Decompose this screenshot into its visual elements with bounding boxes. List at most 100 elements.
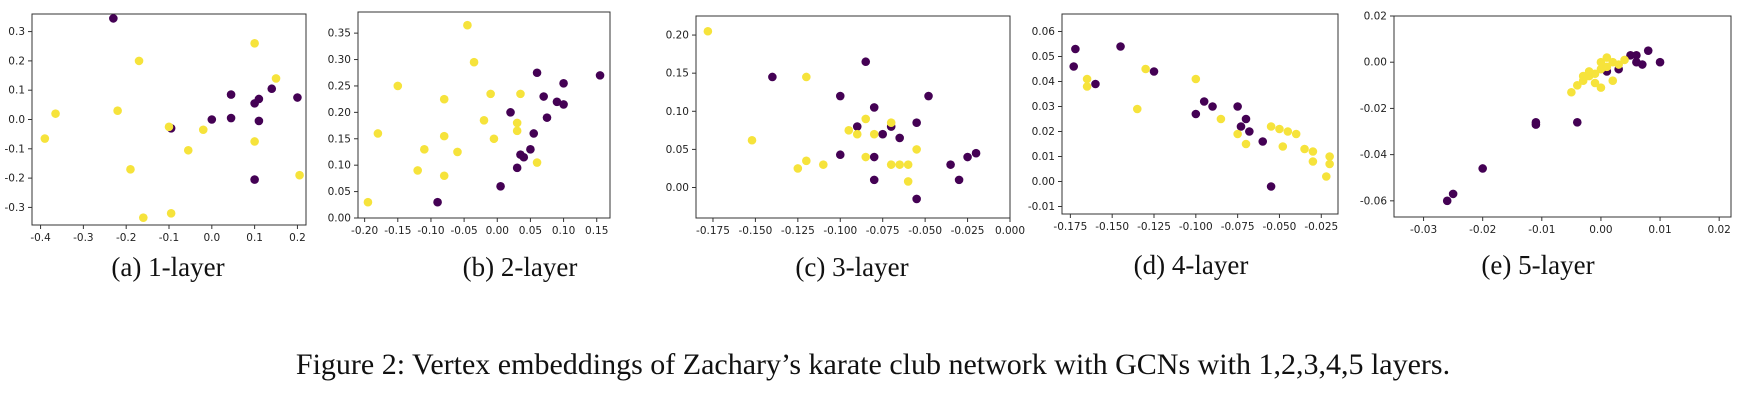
scatter-point (1283, 127, 1293, 136)
y-tick-label: 0.02 (1364, 11, 1387, 23)
y-tick-label: -0.2 (5, 173, 26, 185)
x-tick-label: -0.025 (951, 225, 985, 237)
scatter-point (254, 116, 264, 126)
scatter-point (1567, 87, 1576, 97)
scatter-point (539, 92, 548, 101)
y-tick-label: 0.0 (8, 114, 25, 126)
x-tick-label: 0.1 (246, 232, 263, 244)
scatter-point (878, 129, 888, 139)
scatter-point (1596, 57, 1606, 67)
scatter-point (802, 156, 811, 166)
x-tick-label: -0.075 (1221, 221, 1255, 233)
scatter-point (1308, 147, 1318, 156)
scatter-point (835, 150, 845, 160)
x-tick-label: 0.10 (552, 225, 575, 237)
x-tick-label: -0.03 (1410, 224, 1437, 236)
scatter-point (1478, 164, 1487, 173)
scatter-point (559, 79, 568, 88)
y-tick-label: 0.1 (8, 85, 25, 97)
scatter-point (1199, 97, 1209, 106)
scatter-point (793, 164, 803, 173)
scatter-point (954, 175, 964, 185)
scatter-point (271, 74, 281, 83)
scatter-point (373, 129, 383, 138)
scatter-point (439, 131, 449, 141)
subcaption-d: (d) 4-layer (1133, 250, 1249, 280)
x-tick-label: -0.100 (823, 225, 857, 237)
series-yellow (40, 39, 304, 222)
series-purple (109, 14, 302, 184)
scatter-point (1308, 157, 1318, 166)
scatter-point (486, 89, 495, 99)
y-tick-label: -0.06 (1360, 195, 1387, 207)
scatter-point (912, 118, 921, 128)
scatter-point (1321, 172, 1331, 181)
scatter-point (226, 113, 236, 123)
scatter-point (1245, 127, 1254, 136)
scatter-point (1275, 124, 1284, 134)
scatter-point (861, 152, 871, 162)
scatter-point (479, 115, 489, 125)
scatter-point (1572, 117, 1582, 127)
y-tick-label: 0.00 (666, 182, 689, 194)
scatter-point (1584, 67, 1594, 76)
subplot-d-4-layer: -0.175 -0.150 -0.125 -0.100 -0.075 -0.050 -0.0… (1028, 13, 1339, 233)
scatter-point (1578, 71, 1588, 81)
scatter-point (903, 177, 913, 186)
x-tick-label: -0.20 (351, 225, 378, 237)
scatter-point (818, 160, 828, 169)
subcaption-c: (c) 3-layer (795, 252, 909, 282)
scatter-point (802, 72, 811, 82)
scatter-point (1596, 83, 1606, 92)
scatter-point (869, 129, 879, 139)
scatter-point (1590, 78, 1600, 88)
series-yellow (1082, 64, 1334, 181)
scatter-point (393, 81, 403, 91)
scatter-point (1325, 159, 1334, 169)
scatter-point (869, 103, 879, 112)
series-purple (433, 68, 605, 207)
x-tick-label: 0.01 (1648, 224, 1671, 236)
scatter-point (166, 208, 176, 218)
scatter-point (134, 56, 144, 66)
scatter-point (139, 213, 148, 222)
scatter-point (40, 134, 50, 143)
scatter-point (1602, 62, 1612, 72)
y-tick-label: 0.03 (1032, 101, 1055, 113)
x-tick-label: -0.05 (451, 225, 478, 237)
scatter-point (529, 129, 539, 138)
series-purple (768, 57, 981, 204)
y-tick-label: 0.05 (328, 186, 351, 198)
scatter-point (1091, 79, 1100, 89)
scatter-point (1236, 122, 1246, 131)
scatter-point (413, 166, 422, 175)
y-tick-label: -0.01 (1028, 201, 1055, 213)
scatter-point (439, 171, 449, 181)
x-tick-label: 0.00 (1589, 224, 1612, 236)
scatter-point (1266, 122, 1276, 131)
x-tick-label: 0.02 (1707, 224, 1730, 236)
scatter-point (552, 97, 562, 107)
scatter-point (971, 148, 981, 158)
scatter-point (595, 71, 605, 80)
x-tick-label: -0.050 (1263, 221, 1297, 233)
subplot-b-2-layer: -0.20 -0.15 -0.10 -0.05 0.00 0.05 0.10 0.15 0.00… (328, 11, 611, 237)
scatter-point (1132, 104, 1142, 114)
scatter-point (844, 126, 854, 135)
y-tick-label: 0.15 (666, 68, 689, 80)
subcaption-e: (e) 5-layer (1481, 250, 1595, 280)
scatter-point (532, 68, 542, 78)
scatter-point (433, 197, 442, 207)
scatter-point (1632, 50, 1641, 60)
scatter-point (1325, 152, 1334, 161)
y-tick-label: 0.10 (666, 106, 689, 118)
y-tick-label: 0.05 (1032, 51, 1055, 63)
x-tick-label: -0.175 (696, 225, 730, 237)
scatter-point (1448, 189, 1458, 199)
scatter-point (1608, 76, 1618, 85)
axes-frame (1393, 15, 1732, 218)
scatter-point (226, 90, 236, 99)
axes-frame (357, 11, 611, 219)
scatter-point (861, 114, 871, 124)
